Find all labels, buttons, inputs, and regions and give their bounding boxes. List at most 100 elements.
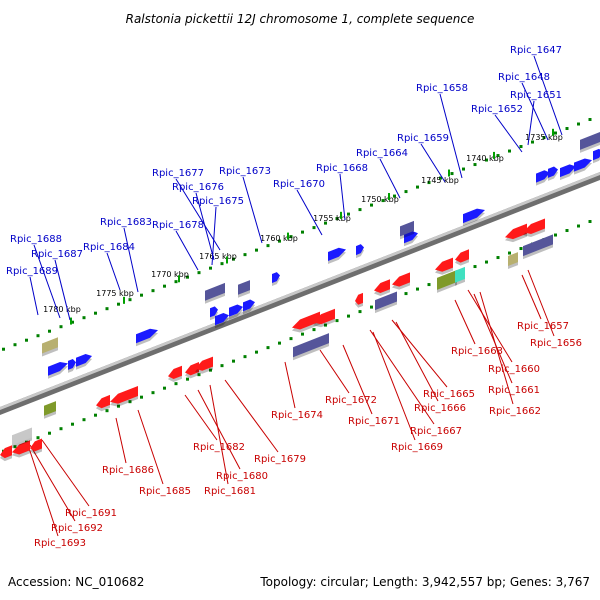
leader-line [106,252,121,291]
ring-dot-outer [13,343,17,347]
gene-features [0,132,600,462]
ring-dot-inner [588,220,592,224]
leader-line [296,189,323,236]
gene-forward-block [205,282,225,301]
leader-line [54,259,71,321]
gene-reverse-block [523,234,553,257]
gene-reverse [392,272,410,287]
scale-tick [178,275,180,283]
gene-label: Rpic_1664 [356,148,408,159]
leader-line [454,299,476,345]
gene-labels: Rpic_1647Rpic_1648Rpic_1651Rpic_1652Rpic… [6,45,582,549]
ring-dot-inner [404,292,408,296]
leader-line [115,417,127,464]
ring-dot-outer [289,235,293,239]
gene-label: Rpic_1661 [488,385,540,396]
gene-reverse [195,356,213,371]
ring-dot-outer [381,199,385,203]
ring-dot-inner [128,400,132,404]
scale-tick [493,151,495,159]
ring-dot-outer [25,338,28,342]
gene-label: Rpic_1676 [172,182,224,193]
ring-dot-inner [577,224,580,228]
ring-dot-outer [255,248,258,252]
ring-dot-inner [255,350,258,354]
scale-tick [388,193,390,201]
genome-summary-text: Topology: circular; Length: 3,942,557 bp… [259,575,590,589]
gene-forward [136,328,158,344]
gene-forward [243,299,255,312]
ring-dot-inner [243,355,247,359]
ring-dot-outer [404,190,408,194]
ring-dot-inner [140,395,143,399]
scale-tick [70,317,72,325]
leader-line [395,321,439,402]
gene-label: Rpic_1657 [517,321,569,332]
gene-reverse-block [437,270,457,290]
ring-dot-inner [554,233,557,237]
gene-label: Rpic_1692 [51,523,103,534]
gene-label: Rpic_1680 [216,471,268,482]
ring-dot-outer [151,289,155,293]
ring-dot-inner [197,373,201,377]
scale-label: 1745 kbp [421,176,459,185]
leader-line [33,244,61,319]
scale-label: 1735 kbp [525,133,563,142]
leader-line [29,444,76,522]
ring-dot-inner [82,418,86,422]
gene-forward [328,247,346,262]
gene-label: Rpic_1673 [219,166,271,177]
gene-reverse [292,311,320,330]
scale-tick [340,211,342,219]
gene-label: Rpic_1668 [316,163,368,174]
ring-dot-inner [358,310,362,314]
leader-line [521,82,549,141]
gene-label: Rpic_1671 [348,416,400,427]
scale-label: 1780 kbp [43,305,81,314]
leader-line [527,100,535,146]
ring-dot-outer [266,244,270,248]
gene-forward [356,244,364,256]
ring-dot-outer [71,320,74,324]
gene-forward [404,230,418,244]
ring-dot-inner [347,314,350,318]
ring-dot-outer [335,217,339,221]
gene-label: Rpic_1660 [488,364,540,375]
gene-reverse-block [293,333,329,358]
ring-dot-outer [508,149,511,153]
scale-label: 1775 kbp [96,289,134,298]
ring-dot-outer [370,203,373,207]
leader-line [197,389,241,470]
ring-dot-inner [13,445,17,449]
gene-label: Rpic_1677 [152,168,204,179]
gene-label: Rpic_1691 [65,508,117,519]
ring-dot-outer [485,158,488,162]
scale-label: 1755 kbp [313,214,351,223]
gene-label: Rpic_1651 [510,90,562,101]
ring-dot-outer [94,311,97,315]
leader-line [439,93,463,179]
scale-rings [2,118,592,453]
leader-line [479,291,514,405]
ring-dot-outer [301,230,304,234]
ring-dot-inner [289,337,293,341]
gene-label: Rpic_1678 [152,220,204,231]
gene-forward [593,148,600,161]
ring-dot-inner [266,346,270,350]
ring-dot-outer [324,221,327,225]
ring-dot-inner [496,256,500,260]
ring-dot-outer [174,280,178,284]
ring-dot-outer [48,329,51,333]
scale-labels: 1735 kbp 1740 kbp 1745 kbp 1750 kbp 1755 kbp… [43,128,563,325]
ring-dot-inner [163,386,166,390]
ring-dot-outer [393,194,396,198]
gene-reverse [505,223,527,240]
scale-label: 1760 kbp [260,234,298,243]
ring-dot-inner [427,283,431,287]
gene-forward [548,166,558,178]
gene-forward-block [238,280,250,295]
leader-line [494,114,523,153]
gene-label: Rpic_1681 [204,486,256,497]
ring-dot-inner [117,404,120,408]
gene-label: Rpic_1687 [31,249,83,260]
